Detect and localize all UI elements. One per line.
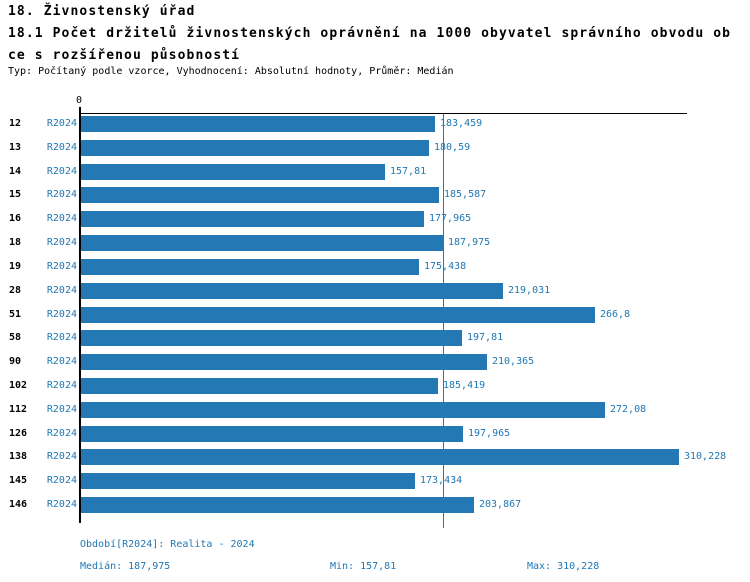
bar xyxy=(81,235,443,251)
row-category-label: 13 xyxy=(9,142,22,153)
row-series-label: R2024 xyxy=(46,356,77,367)
row-series-label: R2024 xyxy=(46,404,77,415)
row-category-label: 12 xyxy=(9,118,22,129)
bar-value-label: 187,975 xyxy=(448,237,491,248)
bar-value-label: 219,031 xyxy=(508,285,551,296)
row-category-label: 145 xyxy=(9,475,28,486)
bar xyxy=(81,426,463,442)
row-series-label: R2024 xyxy=(46,118,77,129)
footer-min: Min: 157,81 xyxy=(330,561,397,572)
row-series-label: R2024 xyxy=(46,332,77,343)
row-series-label: R2024 xyxy=(46,380,77,391)
row-series-label: R2024 xyxy=(46,142,77,153)
bar xyxy=(81,187,439,203)
row-category-label: 28 xyxy=(9,285,22,296)
bar-value-label: 310,228 xyxy=(684,451,727,462)
bar-value-label: 183,459 xyxy=(440,118,483,129)
row-category-label: 102 xyxy=(9,380,28,391)
row-category-label: 126 xyxy=(9,428,28,439)
bar-value-label: 197,81 xyxy=(467,332,504,343)
row-category-label: 90 xyxy=(9,356,22,367)
row-category-label: 112 xyxy=(9,404,28,415)
bar xyxy=(81,140,429,156)
y-axis-line xyxy=(79,107,81,523)
chart-meta: Typ: Počítaný podle vzorce, Vyhodnocení:… xyxy=(8,66,454,77)
row-category-label: 138 xyxy=(9,451,28,462)
row-category-label: 18 xyxy=(9,237,22,248)
row-category-label: 146 xyxy=(9,499,28,510)
row-series-label: R2024 xyxy=(46,213,77,224)
bar-value-label: 157,81 xyxy=(390,166,427,177)
bar xyxy=(81,164,385,180)
footer-period: Období[R2024]: Realita - 2024 xyxy=(80,539,255,550)
bar-value-label: 185,419 xyxy=(443,380,486,391)
bar xyxy=(81,402,605,418)
x-axis-line xyxy=(79,113,687,114)
row-category-label: 51 xyxy=(9,309,22,320)
bar xyxy=(81,497,474,513)
row-series-label: R2024 xyxy=(46,451,77,462)
bar-value-label: 173,434 xyxy=(420,475,463,486)
bar xyxy=(81,307,595,323)
bar xyxy=(81,354,487,370)
bar-value-label: 197,965 xyxy=(468,428,511,439)
row-category-label: 58 xyxy=(9,332,22,343)
bar-value-label: 180,59 xyxy=(434,142,471,153)
chart-title-line2: ce s rozšířenou působností xyxy=(8,48,241,63)
row-series-label: R2024 xyxy=(46,499,77,510)
section-title: 18. Živnostenský úřad xyxy=(8,4,196,19)
row-series-label: R2024 xyxy=(46,166,77,177)
row-category-label: 14 xyxy=(9,166,22,177)
axis-zero-label: 0 xyxy=(76,95,83,106)
bar xyxy=(81,259,419,275)
row-series-label: R2024 xyxy=(46,237,77,248)
row-series-label: R2024 xyxy=(46,428,77,439)
footer-max: Max: 310,228 xyxy=(527,561,600,572)
bar-value-label: 266,8 xyxy=(600,309,631,320)
chart-title-line1: 18.1 Počet držitelů živnostenských opráv… xyxy=(8,26,732,41)
bar-value-label: 210,365 xyxy=(492,356,535,367)
footer-median: Medián: 187,975 xyxy=(80,561,171,572)
bar xyxy=(81,449,679,465)
bar xyxy=(81,116,435,132)
bar xyxy=(81,330,462,346)
bar-value-label: 175,438 xyxy=(424,261,467,272)
row-series-label: R2024 xyxy=(46,189,77,200)
bar-value-label: 185,587 xyxy=(444,189,487,200)
bar-value-label: 177,965 xyxy=(429,213,472,224)
row-series-label: R2024 xyxy=(46,475,77,486)
row-series-label: R2024 xyxy=(46,309,77,320)
row-series-label: R2024 xyxy=(46,261,77,272)
bar xyxy=(81,211,424,227)
row-category-label: 15 xyxy=(9,189,22,200)
bar-value-label: 203,867 xyxy=(479,499,522,510)
bar-value-label: 272,08 xyxy=(610,404,647,415)
row-category-label: 16 xyxy=(9,213,22,224)
row-category-label: 19 xyxy=(9,261,22,272)
bar xyxy=(81,283,503,299)
bar xyxy=(81,473,415,489)
row-series-label: R2024 xyxy=(46,285,77,296)
bar xyxy=(81,378,438,394)
